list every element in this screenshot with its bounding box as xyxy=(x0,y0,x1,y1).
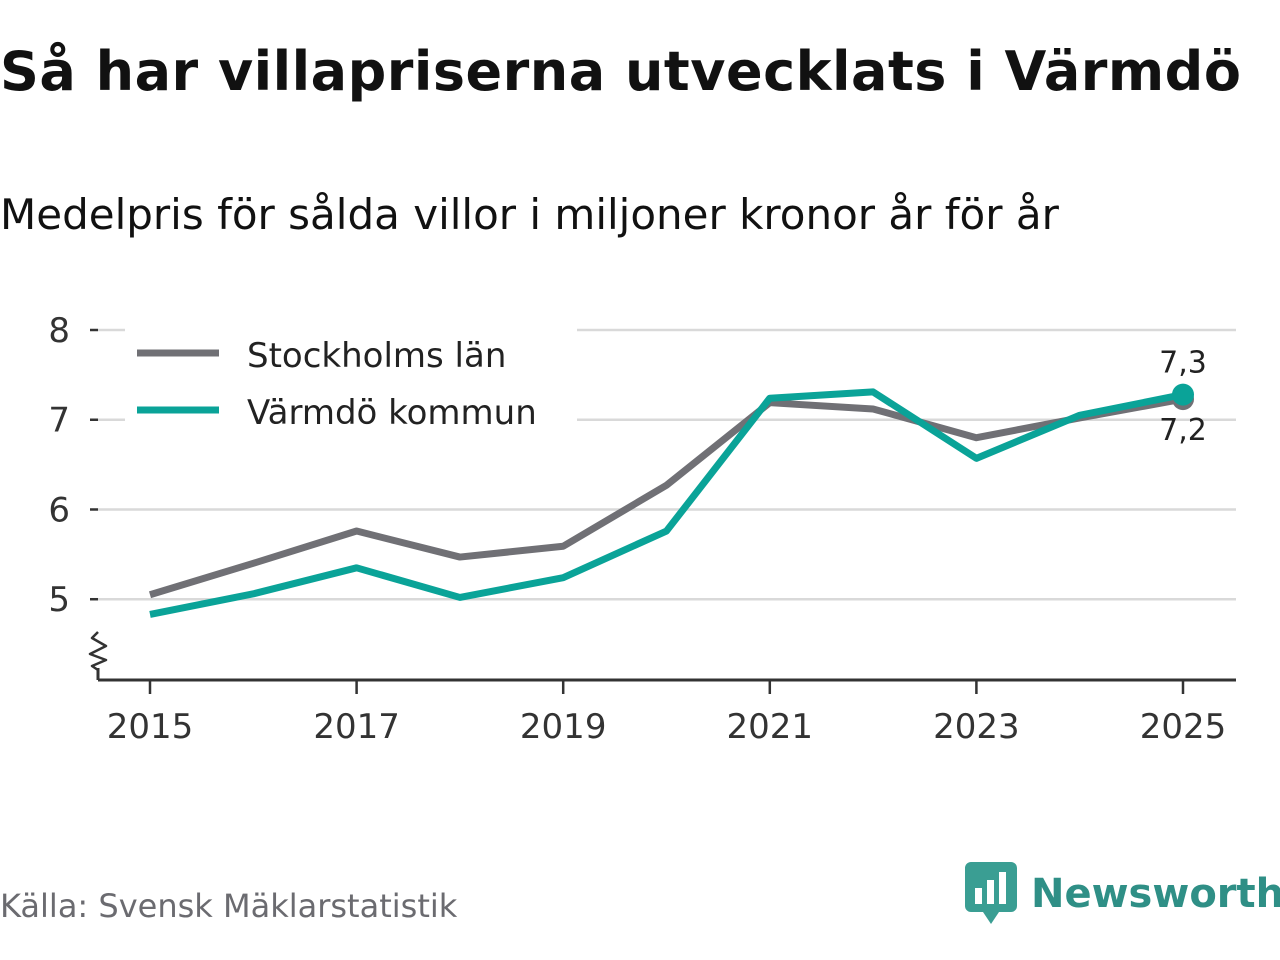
y-tick-label: 5 xyxy=(48,580,70,620)
y-tick-label: 6 xyxy=(48,490,70,530)
brand-name: Newsworthy xyxy=(1031,871,1280,917)
end-labels: 7,3 7,2 xyxy=(1159,346,1207,448)
end-label-stockholms-lan: 7,2 xyxy=(1159,413,1207,448)
series-line-stockholms-lan xyxy=(148,395,1184,599)
series xyxy=(148,383,1194,618)
brand[interactable]: Newsworthy xyxy=(965,862,1280,926)
end-label-varmdo-kommun: 7,3 xyxy=(1159,346,1207,381)
chart-title: Så har villapriserna utvecklats i Värmdö xyxy=(0,40,1242,103)
x-tick-label: 2017 xyxy=(313,707,400,747)
chart-subtitle: Medelpris för sålda villor i miljoner kr… xyxy=(0,190,1059,239)
legend-background xyxy=(125,320,577,440)
series-line-varmdo-kommun xyxy=(149,388,1184,618)
x-tick-label: 2015 xyxy=(107,707,194,747)
line-chart: 5 6 7 8 2015 2017 2019 2021 2023 2025 Stockholms … xyxy=(48,311,1236,747)
legend: Stockholms län Värmdö kommun xyxy=(125,320,577,440)
x-tick-label: 2025 xyxy=(1140,707,1227,747)
source-note: Källa: Svensk Mäklarstatistik xyxy=(0,887,458,925)
legend-label-stockholms-lan: Stockholms län xyxy=(247,336,506,376)
newsworthy-logo-icon xyxy=(965,862,1017,924)
y-tick-label: 8 xyxy=(48,311,70,351)
axes: 5 6 7 8 2015 2017 2019 2021 2023 2025 xyxy=(48,311,1236,747)
axis-break-icon xyxy=(88,631,108,672)
x-tick-label: 2021 xyxy=(727,707,814,747)
x-tick-label: 2023 xyxy=(933,707,1020,747)
legend-label-varmdo-kommun: Värmdö kommun xyxy=(247,393,537,433)
end-point-varmdo-kommun xyxy=(1172,383,1194,406)
x-tick-label: 2019 xyxy=(520,707,607,747)
y-tick-label: 7 xyxy=(48,401,70,441)
